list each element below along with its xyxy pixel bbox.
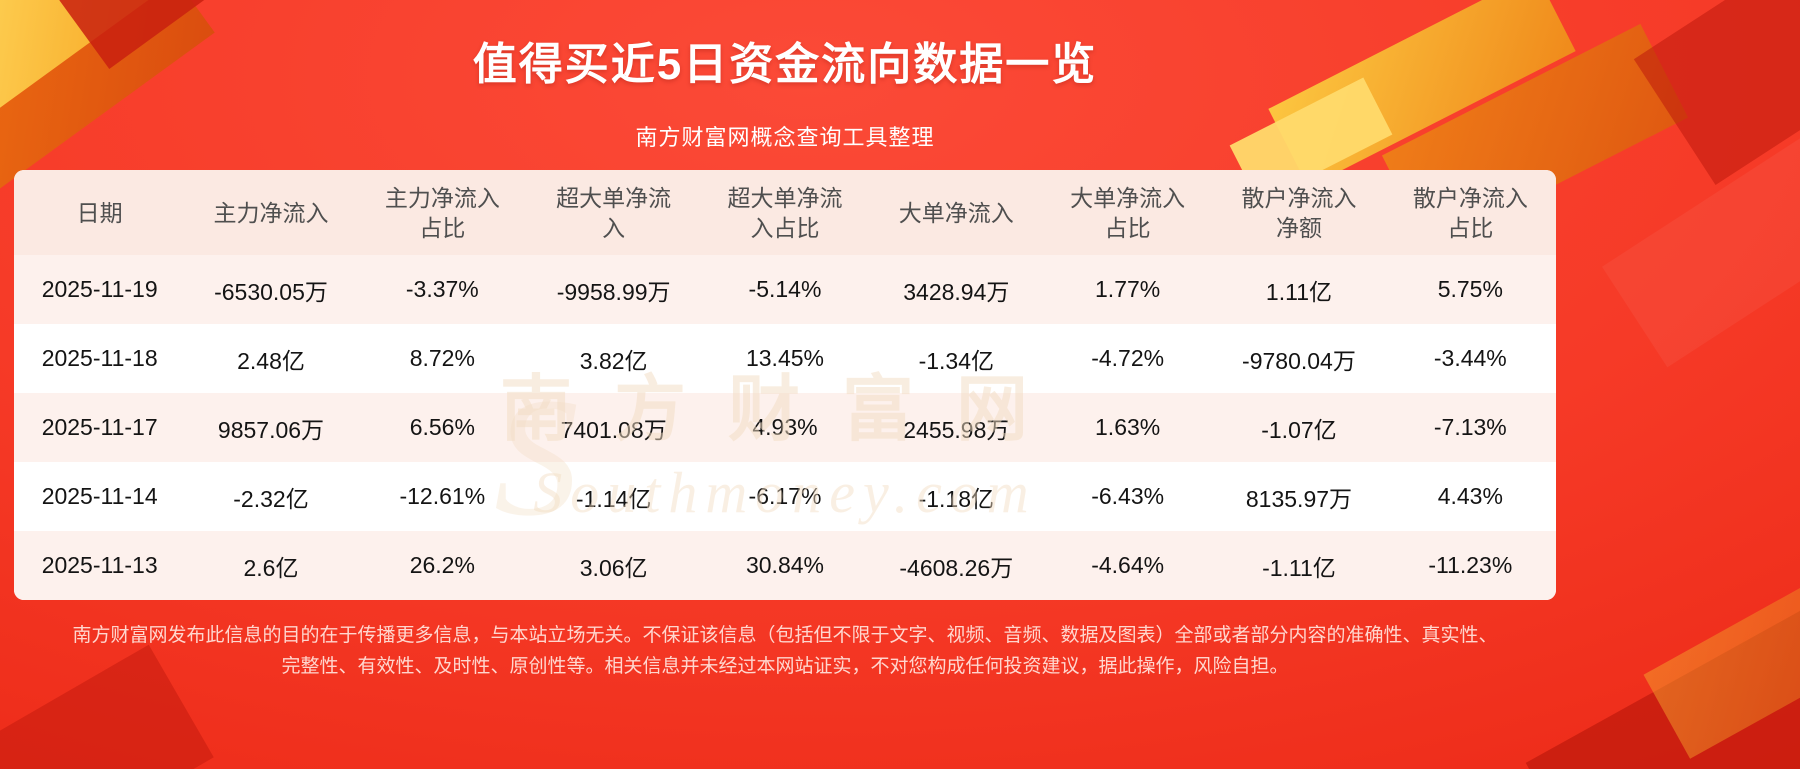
table-cell: 5.75% (1437, 276, 1503, 302)
table-cell: 2025-11-18 (41, 345, 158, 371)
column-header: 散户净流入 占比 (1384, 170, 1556, 255)
table-cell: 13.45% (745, 345, 824, 371)
header: 值得买近5日资金流向数据一览 南方财富网概念查询工具整理 (14, 0, 1556, 152)
column-header: 日期 (14, 170, 186, 255)
table-cell: 3.06亿 (579, 554, 648, 581)
table-cell: -1.07亿 (1261, 416, 1337, 443)
table-cell: 3.82亿 (579, 347, 648, 374)
table-cell: 2025-11-13 (41, 552, 158, 578)
table-row: 2025-11-17 9857.06万 6.56% 7401.08万 4.93% 2455… (14, 393, 1556, 462)
decor-red-bottom-right (1525, 554, 1800, 769)
page-subtitle: 南方财富网概念查询工具整理 (635, 125, 935, 150)
table-cell: -9958.99万 (556, 278, 671, 305)
column-header: 散户净流入 净额 (1213, 170, 1385, 255)
table-cell: 6.56% (409, 414, 475, 440)
table-cell: -4.64% (1091, 552, 1165, 578)
table-cell: 4.93% (752, 414, 818, 440)
table-cell: 1.63% (1095, 414, 1161, 440)
table-cell: 9857.06万 (217, 416, 325, 443)
table-cell: -3.44% (1433, 345, 1507, 371)
table-header-row: 日期 主力净流入 主力净流入 占比 超大单净流 入超大单净流 入占比 大单净流入 大单净流… (14, 170, 1556, 255)
table-cell: 2025-11-19 (41, 276, 158, 302)
table-cell: 1.77% (1095, 276, 1161, 302)
table-cell: -4.72% (1091, 345, 1165, 371)
fund-flow-table: 日期 主力净流入 主力净流入 占比 超大单净流 入超大单净流 入占比 大单净流入 大单净流… (14, 170, 1556, 600)
table-cell: -6530.05万 (214, 278, 328, 305)
table-body: 2025-11-19 -6530.05万 -3.37% -9958.99万 -5.14%… (14, 255, 1556, 600)
table-cell: 2025-11-14 (41, 483, 158, 509)
disclaimer-text: 南方财富网发布此信息的目的在于传播更多信息，与本站立场无关。不保证该信息（包括但… (72, 625, 1498, 677)
table-cell: -1.34亿 (918, 347, 995, 374)
table-row: 2025-11-18 2.48亿 8.72% 3.82亿 13.45% -1.34亿 -4.… (14, 324, 1556, 393)
table-cell: -12.61% (399, 483, 486, 509)
table-cell: 8.72% (409, 345, 475, 371)
table-cell: -2.32亿 (233, 485, 309, 512)
column-header: 大单净流入 占比 (1041, 170, 1214, 255)
table-cell: -1.18亿 (918, 485, 995, 512)
table-row: 2025-11-14 -2.32亿 -12.61% -1.14亿 -6.17% -1.18… (14, 462, 1556, 531)
table-cell: 2455.98万 (903, 416, 1010, 443)
table-cell: 4.43% (1437, 483, 1503, 509)
column-header: 主力净流入 占比 (356, 170, 528, 255)
table-cell: 2025-11-17 (41, 414, 158, 440)
table-cell: -4608.26万 (899, 554, 1014, 581)
table-cell: -6.43% (1091, 483, 1165, 509)
table-cell: -7.13% (1433, 414, 1507, 440)
table-cell: 30.84% (745, 552, 824, 578)
decor-light-right-edge (1602, 32, 1800, 368)
decor-gold-bottom-right (1643, 529, 1800, 759)
table-cell: 8135.97万 (1245, 485, 1353, 512)
column-header: 超大单净流 入 (527, 170, 700, 255)
table-cell: -1.11亿 (1262, 554, 1336, 581)
decor-red-right-edge (1633, 0, 1800, 185)
page-title: 值得买近5日资金流向数据一览 (472, 40, 1098, 89)
table-cell: -5.14% (748, 276, 822, 302)
table-header: 日期 主力净流入 主力净流入 占比 超大单净流 入超大单净流 入占比 大单净流入 大单净流… (14, 170, 1556, 255)
table-cell: 7401.08万 (560, 416, 667, 443)
table-cell: -1.14亿 (575, 485, 652, 512)
table-cell: -3.37% (405, 276, 479, 302)
table-cell: -11.23% (1428, 552, 1513, 578)
table-cell: 3428.94万 (903, 278, 1010, 305)
column-header: 主力净流入 (185, 170, 357, 255)
table-cell: 1.11亿 (1265, 278, 1332, 305)
table-cell: 26.2% (409, 552, 475, 578)
table-cell: -6.17% (748, 483, 822, 509)
table-cell: 2.6亿 (243, 554, 299, 581)
column-header: 大单净流入 (870, 170, 1042, 255)
column-header: 超大单净流 入占比 (699, 170, 871, 255)
table-cell: -9780.04万 (1242, 347, 1356, 374)
table-row: 2025-11-19 -6530.05万 -3.37% -9958.99万 -5.14%… (14, 255, 1556, 324)
table-row: 2025-11-13 2.6亿 26.2% 3.06亿 30.84% -4608.26万 -… (14, 531, 1556, 600)
data-table-panel: 日期 主力净流入 主力净流入 占比 超大单净流 入超大单净流 入占比 大单净流入 大单净流… (14, 170, 1556, 600)
table-cell: 2.48亿 (237, 347, 305, 374)
